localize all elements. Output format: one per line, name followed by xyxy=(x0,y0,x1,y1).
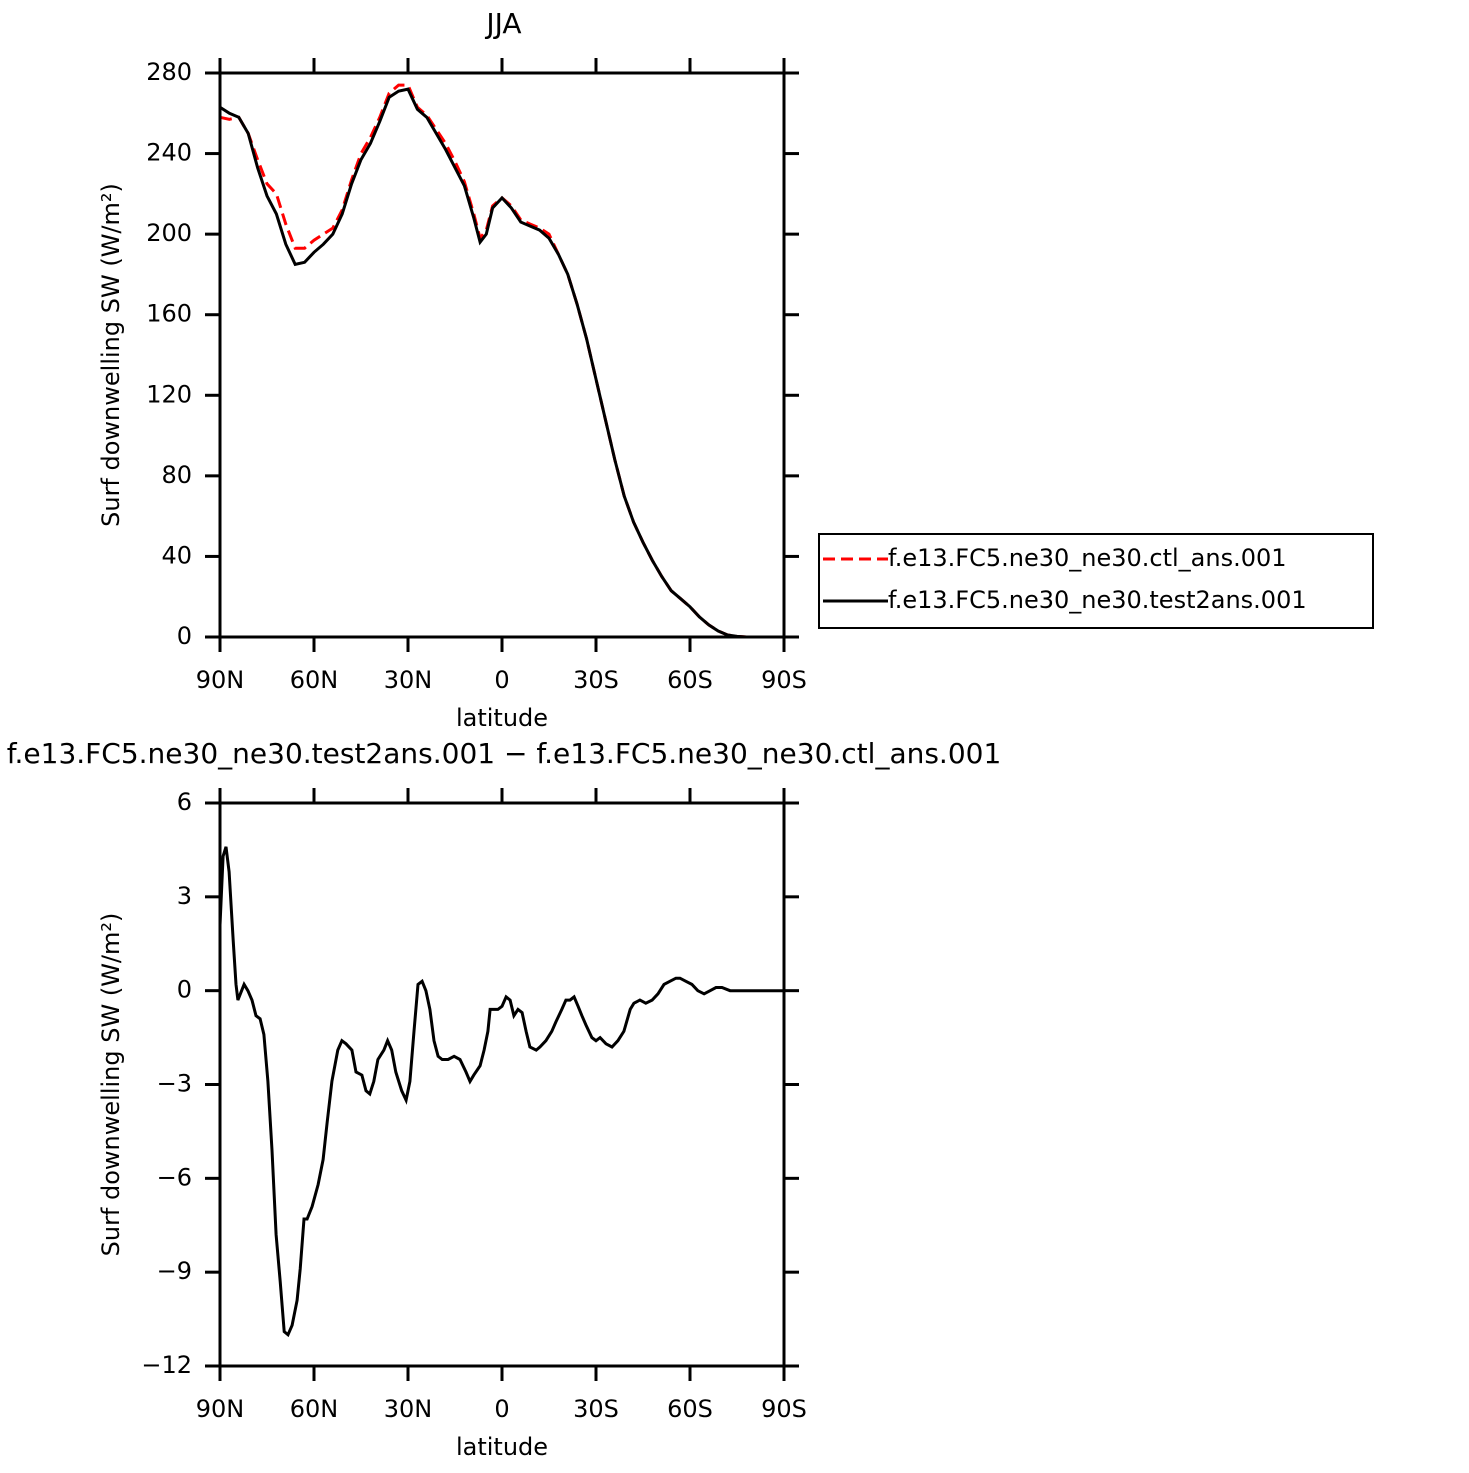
x-tick-label: 90S xyxy=(761,666,807,694)
y-tick-label: 40 xyxy=(161,541,192,569)
y-axis-label: Surf downwelling SW (W/m²) xyxy=(97,183,125,527)
y-tick-label: 6 xyxy=(177,788,192,816)
x-tick-label: 60S xyxy=(667,666,713,694)
y-tick-label: 200 xyxy=(146,219,192,247)
x-tick-label: 60N xyxy=(290,1395,339,1423)
x-axis-label: latitude xyxy=(456,704,548,732)
x-tick-label: 90N xyxy=(196,1395,245,1423)
plot-frame xyxy=(218,71,786,639)
y-tick-label: 120 xyxy=(146,380,192,408)
y-tick-label: 3 xyxy=(177,882,192,910)
y-axis-label: Surf downwelling SW (W/m²) xyxy=(97,913,125,1257)
plot-frame xyxy=(218,801,786,1368)
series-line xyxy=(219,87,756,639)
y-tick-label: −9 xyxy=(157,1257,192,1285)
y-tick-label: 0 xyxy=(177,622,192,650)
x-tick-label: 30N xyxy=(384,1395,433,1423)
x-tick-label: 30S xyxy=(573,1395,619,1423)
x-tick-label: 60N xyxy=(290,666,339,694)
y-tick-label: 280 xyxy=(146,58,192,86)
chart-title: JJA xyxy=(484,7,521,40)
y-tick-label: −6 xyxy=(157,1163,192,1191)
series-line xyxy=(219,83,756,639)
legend-box xyxy=(818,533,1374,629)
y-tick-label: 240 xyxy=(146,139,192,167)
y-tick-label: 160 xyxy=(146,300,192,328)
legend-label: f.e13.FC5.ne30_ne30.ctl_ans.001 xyxy=(888,544,1287,572)
x-tick-label: 90S xyxy=(761,1395,807,1423)
x-axis-label: latitude xyxy=(456,1433,548,1461)
x-tick-label: 30N xyxy=(384,666,433,694)
x-tick-label: 90N xyxy=(196,666,245,694)
x-tick-label: 60S xyxy=(667,1395,713,1423)
x-tick-label: 0 xyxy=(494,1395,509,1423)
legend-label: f.e13.FC5.ne30_ne30.test2ans.001 xyxy=(888,586,1307,614)
y-tick-label: 80 xyxy=(161,461,192,489)
series-line xyxy=(218,846,784,1338)
chart-title: f.e13.FC5.ne30_ne30.test2ans.001 − f.e13… xyxy=(7,737,1002,770)
y-tick-label: −3 xyxy=(157,1070,192,1098)
y-tick-label: −12 xyxy=(141,1351,192,1379)
x-tick-label: 30S xyxy=(573,666,619,694)
x-tick-label: 0 xyxy=(494,666,509,694)
y-tick-label: 0 xyxy=(177,976,192,1004)
